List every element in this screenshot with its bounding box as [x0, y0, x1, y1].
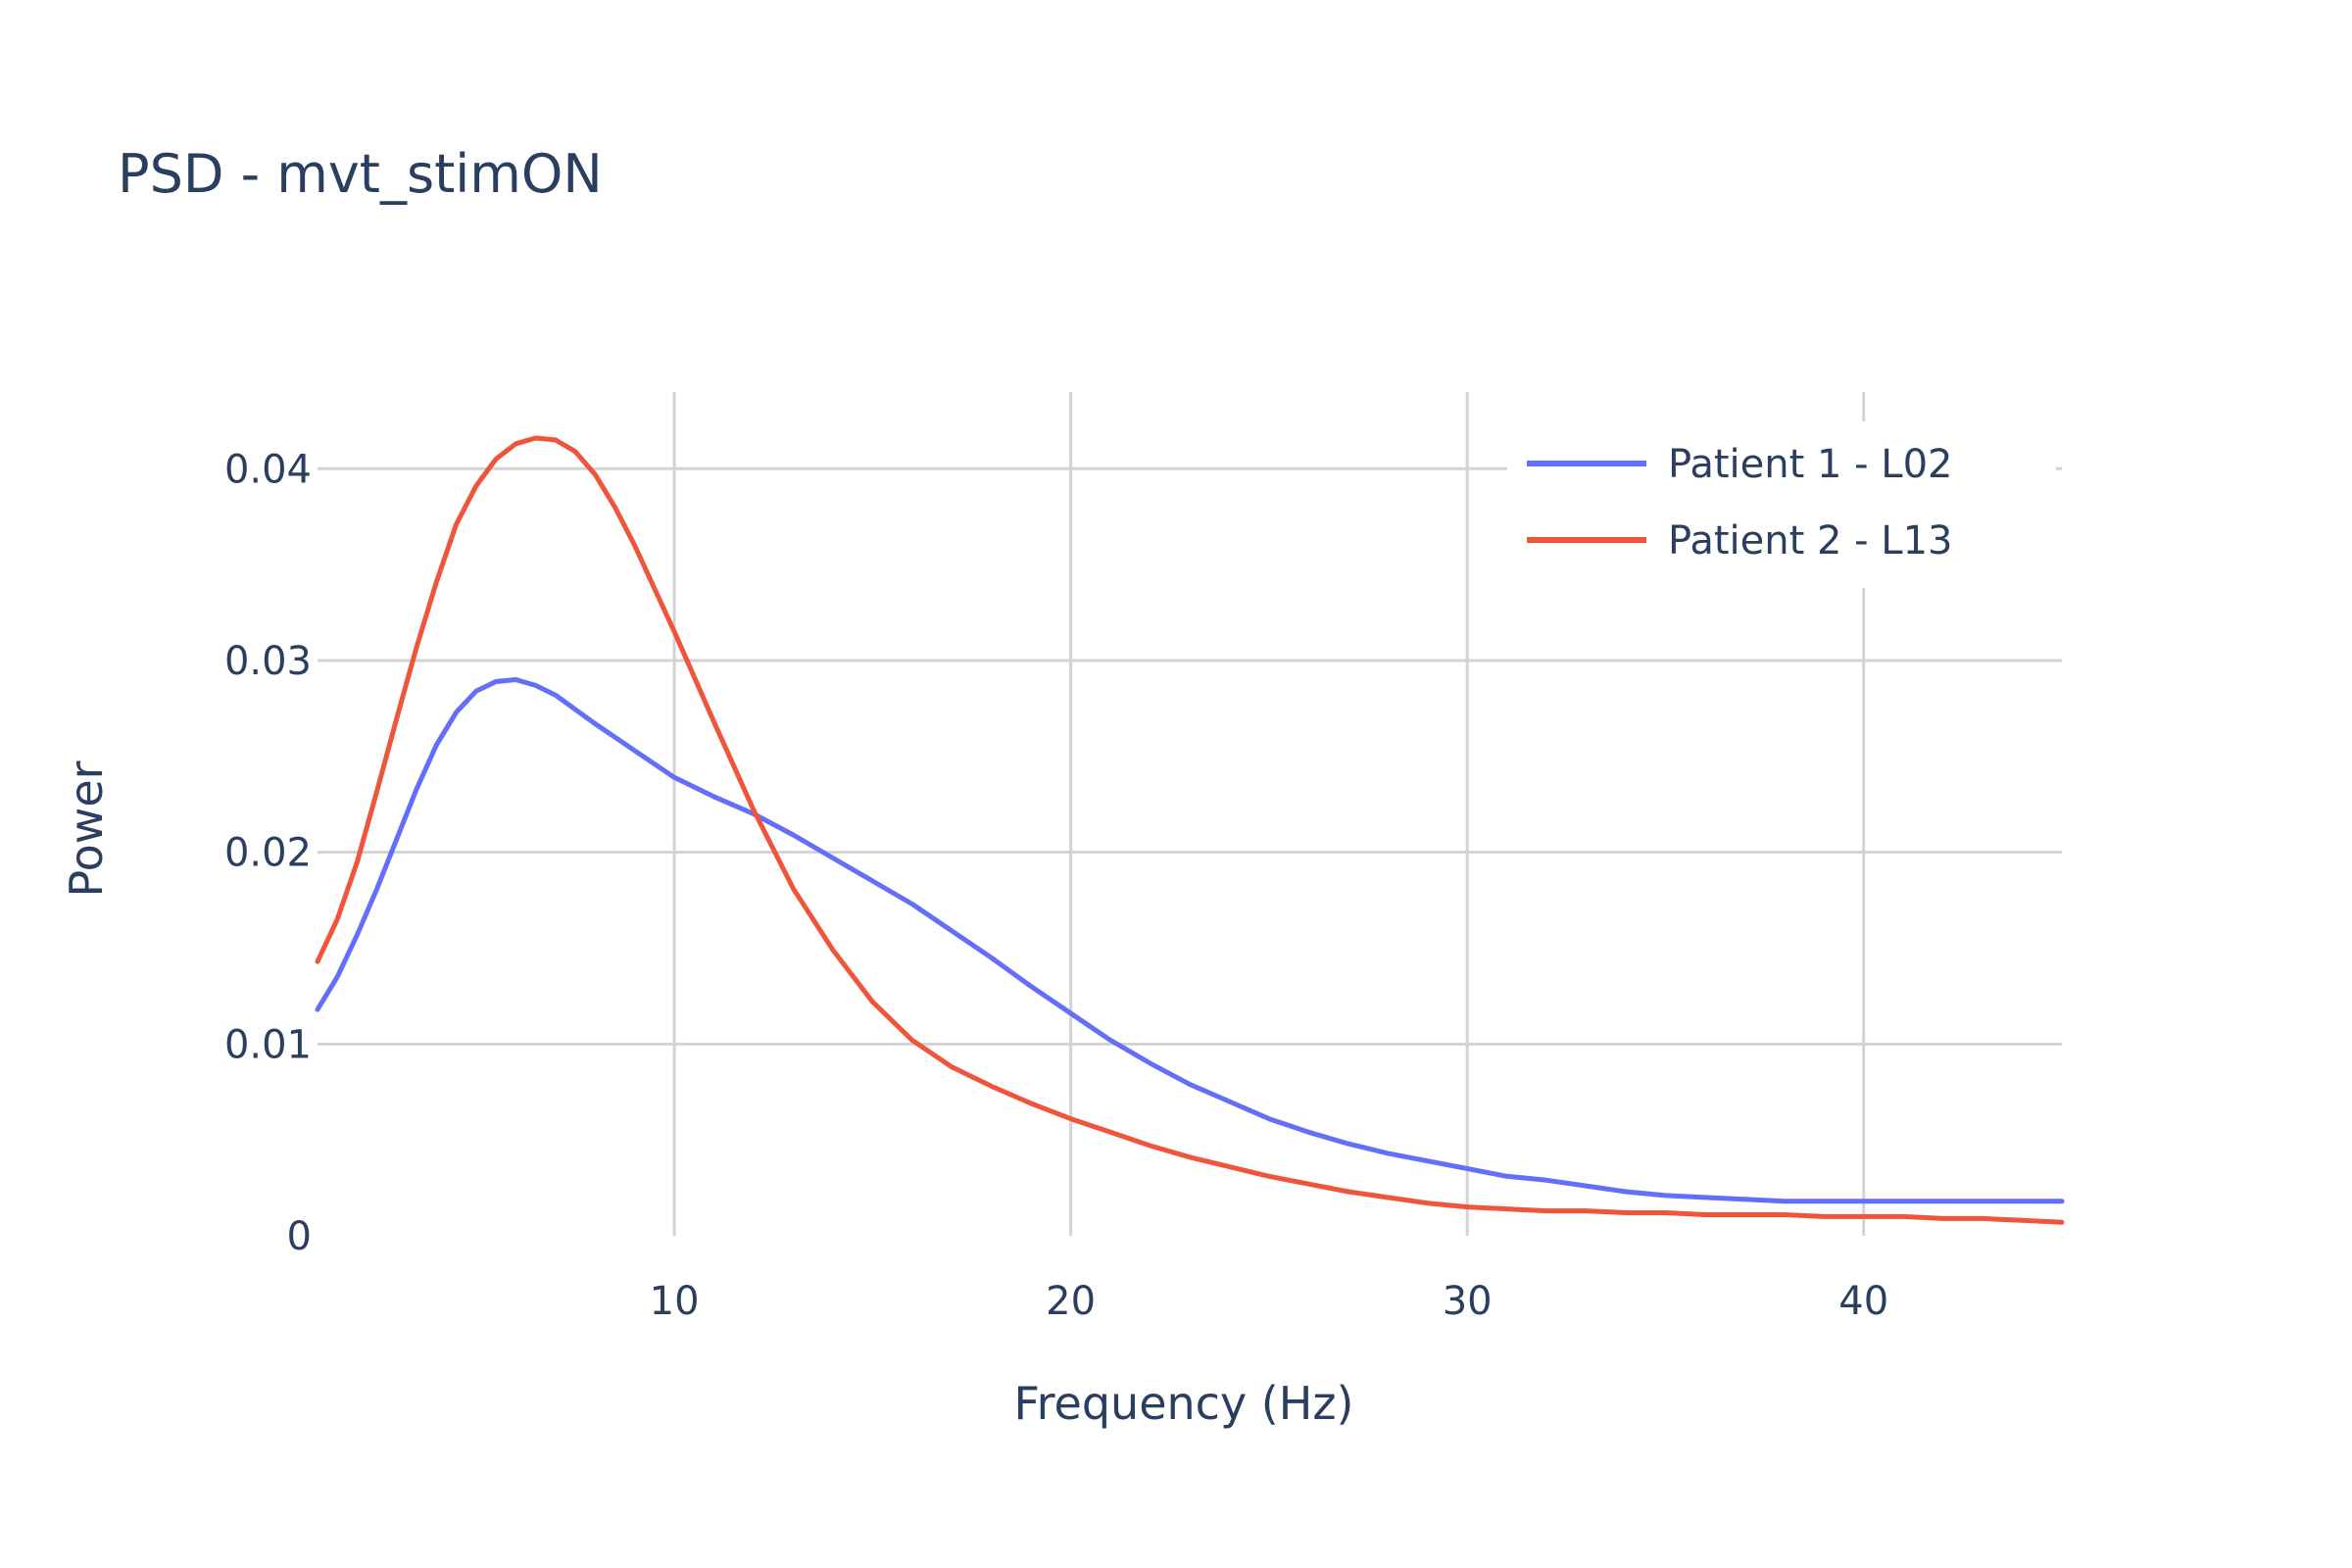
chart-title: PSD - mvt_stimON	[118, 143, 603, 205]
tick-labels: 10 20 30 40 0 0.01 0.02 0.03 0.04	[224, 447, 1888, 1324]
legend-label-1: Patient 1 - L02	[1668, 442, 1953, 487]
series-line-2	[315, 435, 2065, 1225]
x-tick-label: 30	[1443, 1279, 1493, 1324]
series-line-1	[315, 677, 2065, 1204]
y-tick-label: 0.03	[224, 639, 312, 684]
y-tick-label: 0.01	[224, 1022, 312, 1067]
y-tick-label: 0.04	[224, 447, 312, 492]
legend: Patient 1 - L02 Patient 2 - L13	[1507, 421, 2056, 588]
x-axis-title: Frequency (Hz)	[1014, 1377, 1354, 1430]
y-tick-label: 0	[287, 1214, 312, 1259]
x-tick-label: 40	[1838, 1279, 1888, 1324]
x-tick-label: 10	[650, 1279, 700, 1324]
y-tick-label: 0.02	[224, 831, 312, 876]
y-axis-title: Power	[60, 760, 113, 897]
series-layer	[315, 435, 2065, 1225]
legend-background	[1507, 421, 2056, 588]
legend-label-2: Patient 2 - L13	[1668, 518, 1953, 564]
x-tick-label: 20	[1046, 1279, 1096, 1324]
